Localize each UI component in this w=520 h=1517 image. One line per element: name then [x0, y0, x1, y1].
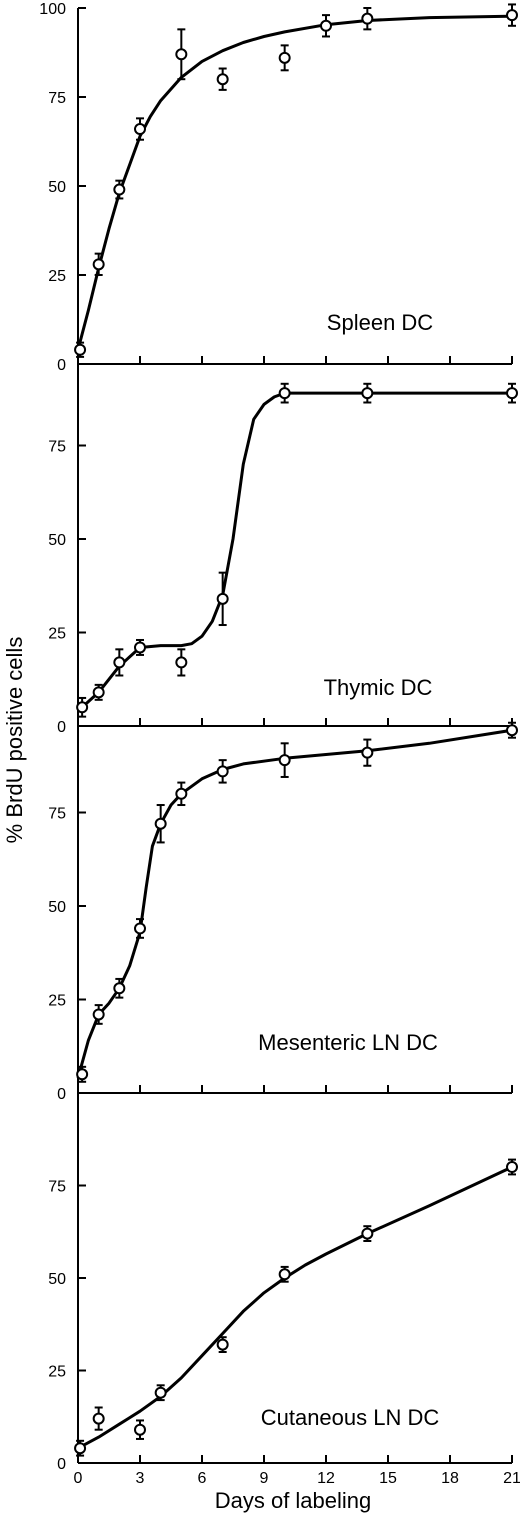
panel-1-data-point [361, 12, 374, 25]
panel-4-x-tick-label: 12 [317, 1470, 335, 1487]
panel-2-y-tick-label: 0 [57, 719, 66, 736]
panel-1-data-point [113, 183, 126, 196]
panel-2-label: Thymic DC [324, 675, 433, 700]
panel-3-data-point [113, 982, 126, 995]
panel-1-label: Spleen DC [327, 310, 434, 335]
panel-4-y-tick-label: 75 [48, 1179, 66, 1196]
panel-1-data-point [74, 343, 87, 356]
panel-3-fit-curve [76, 728, 513, 1079]
panel-2-data-point [216, 592, 229, 605]
panel-3-data-point [76, 1068, 89, 1081]
panel-3-data-point [216, 765, 229, 778]
panel-3-y-tick-label: 75 [48, 806, 66, 823]
panel-4-data-point [278, 1268, 291, 1281]
panel-3-data-point [134, 922, 146, 935]
panel-2-data-point [134, 641, 146, 654]
panel-1-y-tick-label: 50 [48, 179, 66, 196]
panel-4-data-point [134, 1423, 146, 1436]
panel-4-data-point [506, 1161, 518, 1173]
panel-2-data-point [175, 656, 188, 669]
panel-1-fit-curve [76, 14, 513, 351]
panel-1-data-point [278, 51, 291, 64]
panel-1-data-point [134, 123, 146, 136]
panel-4-data-point [154, 1386, 167, 1399]
panel-3-y-tick-label: 50 [48, 899, 66, 916]
panel-3-data-point [361, 746, 374, 759]
panel-2-data-point [92, 686, 105, 699]
panel-4-x-tick-label: 21 [503, 1470, 520, 1487]
panel-1-y-tick-label: 25 [48, 268, 66, 285]
panel-4-data-point [74, 1442, 87, 1455]
panel-1-y-tick-label: 100 [39, 1, 66, 18]
panel-1-data-point [92, 258, 105, 271]
panel-3-label: Mesenteric LN DC [258, 1030, 438, 1055]
panel-2-data-point [361, 387, 374, 400]
panel-1-data-point [506, 9, 518, 22]
panel-4-data-point [92, 1412, 105, 1425]
panel-3-data-point [175, 787, 188, 800]
panel-4-data-point [361, 1227, 374, 1240]
panel-4-x-tick-label: 0 [74, 1470, 83, 1487]
panel-4-x-tick-label: 6 [198, 1470, 207, 1487]
panel-1-y-tick-label: 0 [57, 357, 66, 374]
panel-2-y-tick-label: 50 [48, 532, 66, 549]
panel-4-y-tick-label: 25 [48, 1364, 66, 1381]
panel-3-data-point [278, 754, 291, 767]
panel-4-x-tick-label: 3 [136, 1470, 145, 1487]
panel-2-data-point [506, 387, 518, 400]
y-axis-title: % BrdU positive cells [2, 637, 27, 844]
panel-2-y-tick-label: 75 [48, 439, 66, 456]
panel-2-data-point [76, 701, 89, 714]
panel-1-data-point [216, 73, 229, 86]
panel-3-data-point [506, 724, 518, 737]
panel-4-data-point [216, 1338, 229, 1351]
panel-1-y-tick-label: 75 [48, 90, 66, 107]
panel-3-y-tick-label: 25 [48, 993, 66, 1010]
panel-3-y-tick-label: 0 [57, 1086, 66, 1103]
panel-2-y-tick-label: 25 [48, 626, 66, 643]
panel-3-data-point [154, 817, 167, 830]
panel-1-data-point [320, 19, 332, 32]
panel-1-data-point [175, 48, 188, 61]
panel-3-data-point [92, 1008, 105, 1021]
panel-4-label: Cutaneous LN DC [261, 1405, 440, 1430]
panel-4-x-tick-label: 9 [260, 1470, 269, 1487]
panel-4-y-tick-label: 0 [57, 1456, 66, 1473]
panel-4-fit-curve [77, 1165, 513, 1450]
x-axis-title: Days of labeling [215, 1488, 372, 1513]
panel-2-data-point [278, 387, 291, 400]
panel-4-x-tick-label: 18 [441, 1470, 459, 1487]
panel-4-y-tick-label: 50 [48, 1271, 66, 1288]
panel-4-x-tick-label: 15 [379, 1470, 397, 1487]
panel-2-data-point [113, 656, 126, 669]
panel-2-fit-curve [76, 391, 512, 713]
